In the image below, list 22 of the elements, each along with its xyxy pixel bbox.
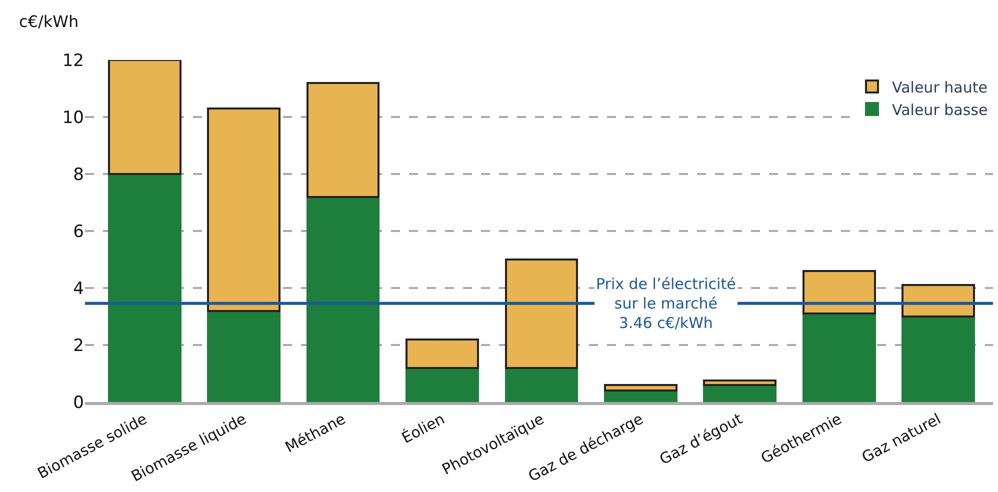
y-tick-label: 2 xyxy=(73,336,84,356)
bar xyxy=(802,312,876,402)
bar xyxy=(604,384,678,392)
y-axis-title: c€/kWh xyxy=(19,12,79,31)
legend-label: Valeur haute xyxy=(892,78,988,96)
y-tick-label: 10 xyxy=(62,108,84,128)
legend-label: Valeur basse xyxy=(892,100,988,119)
y-tick-label: 12 xyxy=(62,50,84,71)
bar xyxy=(406,338,479,369)
bar xyxy=(504,258,578,369)
bar xyxy=(207,107,280,312)
y-tick-label: 6 xyxy=(73,222,84,242)
bar xyxy=(703,380,777,386)
ref-line-label: Prix de l’électricité sur le marché 3.46 c€/kWh xyxy=(596,275,736,332)
y-tick-label: 0 xyxy=(73,392,84,413)
bar xyxy=(306,82,380,198)
bar xyxy=(108,173,182,402)
bar xyxy=(108,60,182,175)
y-tick-label: 4 xyxy=(73,278,84,299)
bar xyxy=(802,270,876,315)
bar xyxy=(902,316,976,402)
y-tick-label: 8 xyxy=(73,164,84,185)
